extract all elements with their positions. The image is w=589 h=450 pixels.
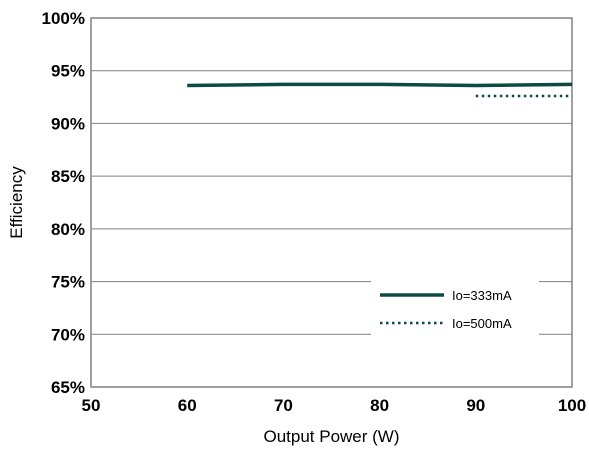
series-lines bbox=[187, 82, 573, 98]
tick-labels: 65% 70% 75% 80% 85% 90% 95% 100% 50 60 70 80 90 100 bbox=[42, 9, 587, 415]
series-line-io-333ma bbox=[187, 82, 573, 88]
legend-label-io-500ma: Io=500mA bbox=[452, 316, 512, 331]
x-tick-label: 50 bbox=[82, 396, 101, 415]
x-tick-label: 100 bbox=[558, 396, 586, 415]
y-tick-label: 90% bbox=[51, 114, 85, 133]
y-tick-label: 80% bbox=[51, 220, 85, 239]
legend-box bbox=[371, 279, 539, 339]
x-tick-label: 80 bbox=[370, 396, 389, 415]
y-tick-label: 95% bbox=[51, 62, 85, 81]
y-tick-label: 100% bbox=[42, 9, 85, 28]
x-axis-label: Output Power (W) bbox=[263, 427, 399, 446]
legend: Io=333mA Io=500mA bbox=[371, 279, 539, 339]
y-tick-label: 65% bbox=[51, 378, 85, 397]
x-tick-label: 60 bbox=[178, 396, 197, 415]
y-tick-label: 85% bbox=[51, 167, 85, 186]
legend-label-io-333ma: Io=333mA bbox=[452, 288, 512, 303]
y-axis-label: Efficiency bbox=[7, 166, 26, 239]
y-tick-label: 70% bbox=[51, 325, 85, 344]
y-tick-label: 75% bbox=[51, 273, 85, 292]
x-tick-label: 70 bbox=[274, 396, 293, 415]
x-tick-label: 90 bbox=[466, 396, 485, 415]
